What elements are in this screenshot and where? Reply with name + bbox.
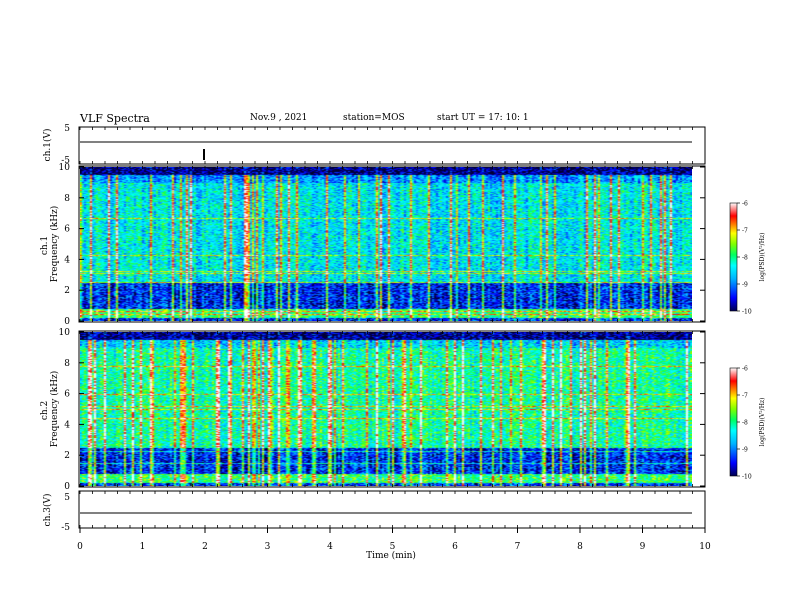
ch1-colorbar-gradient [729,202,738,312]
ch1-waveform-panel: 5 -5 ch.1(V) [42,124,706,166]
ch3-ytick-bottom: -5 [61,523,70,533]
ch2-colorbar: -6 -7 -8 -9 -10 log(PSD)(V²/Hz) [729,366,766,481]
x-tick-label: 7 [515,542,521,552]
ch2-spectrogram-image [80,332,692,486]
ch2-spec-ylabel: ch.2 Frequency (kHz) [40,371,60,448]
ch2-colorbar-gradient [729,367,738,477]
start-time-label: start UT = 17: 10: 1 [437,113,529,123]
colorbar-tick-label: -6 [742,366,748,373]
y-tick-label: 8 [64,194,70,204]
ch3-ylabel: ch.3(V) [42,494,53,527]
date-label: Nov.9 , 2021 [250,113,308,123]
ch1-spec-ylabel-freq: Frequency (kHz) [49,206,60,283]
ch2-colorbar-label: log(PSD)(V²/Hz) [759,398,766,447]
ch1-colorbar-label: log(PSD)(V²/Hz) [759,233,766,282]
y-tick-label: 4 [64,420,70,430]
x-tick-label: 4 [327,542,333,552]
x-tick-label: 8 [577,542,583,552]
ch3-waveform-panel: 5 -5 ch.3(V) 0 1 2 3 4 5 6 7 8 9 10 Time (min) [42,490,711,561]
y-tick-label: 10 [59,328,71,338]
y-tick-label: 0 [64,482,70,492]
ch1-colorbar: -6 -7 -8 -9 -10 log(PSD)(V²/Hz) [729,201,766,316]
colorbar-tick-label: -9 [742,447,748,454]
ch1-spectrogram-image [80,167,692,321]
station-label: station=MOS [343,113,405,123]
x-tick-label: 10 [699,542,711,552]
y-tick-label: 8 [64,359,70,369]
y-tick-label: 6 [64,390,70,400]
ch1-spec-ylabel: ch.1 Frequency (kHz) [40,206,60,283]
x-tick-label: 5 [390,542,396,552]
x-tick-label: 9 [640,542,646,552]
x-tick-label: 6 [452,542,458,552]
x-tick-label: 0 [77,542,83,552]
colorbar-tick-label: -8 [742,255,748,262]
x-tick-label: 2 [202,542,208,552]
ch3-ytick-top: 5 [64,493,70,503]
colorbar-tick-label: -10 [742,474,752,481]
x-tick-label: 1 [140,542,146,552]
y-tick-label: 2 [64,286,70,296]
colorbar-tick-label: -10 [742,309,752,316]
colorbar-tick-label: -7 [742,393,748,400]
ch2-spectrogram-panel: 0 2 4 6 8 10 ch.2 Frequency (kHz) [40,328,706,492]
x-axis-label: Time (min) [366,550,416,561]
ch1-ylabel: ch.1(V) [42,129,53,162]
y-tick-label: 0 [64,317,70,327]
y-tick-label: 2 [64,451,70,461]
ch1-spec-ylabel-ch: ch.1 [40,236,50,255]
y-tick-label: 4 [64,255,70,265]
y-tick-label: 10 [59,163,71,173]
colorbar-tick-label: -6 [742,201,748,208]
ch1-spectrogram-panel: 0 2 4 6 8 10 ch.1 Frequency (kHz) [40,163,706,327]
ch1-ytick-bottom: -5 [61,156,70,166]
colorbar-tick-label: -7 [742,228,748,235]
x-tick-label: 3 [265,542,271,552]
figure-title: VLF Spectra [80,112,150,125]
ch2-spec-ylabel-ch: ch.2 [40,401,50,420]
colorbar-tick-label: -8 [742,420,748,427]
y-tick-label: 6 [64,225,70,235]
ch2-spec-ylabel-freq: Frequency (kHz) [49,371,60,448]
ch1-ytick-top: 5 [64,124,70,134]
colorbar-tick-label: -9 [742,282,748,289]
